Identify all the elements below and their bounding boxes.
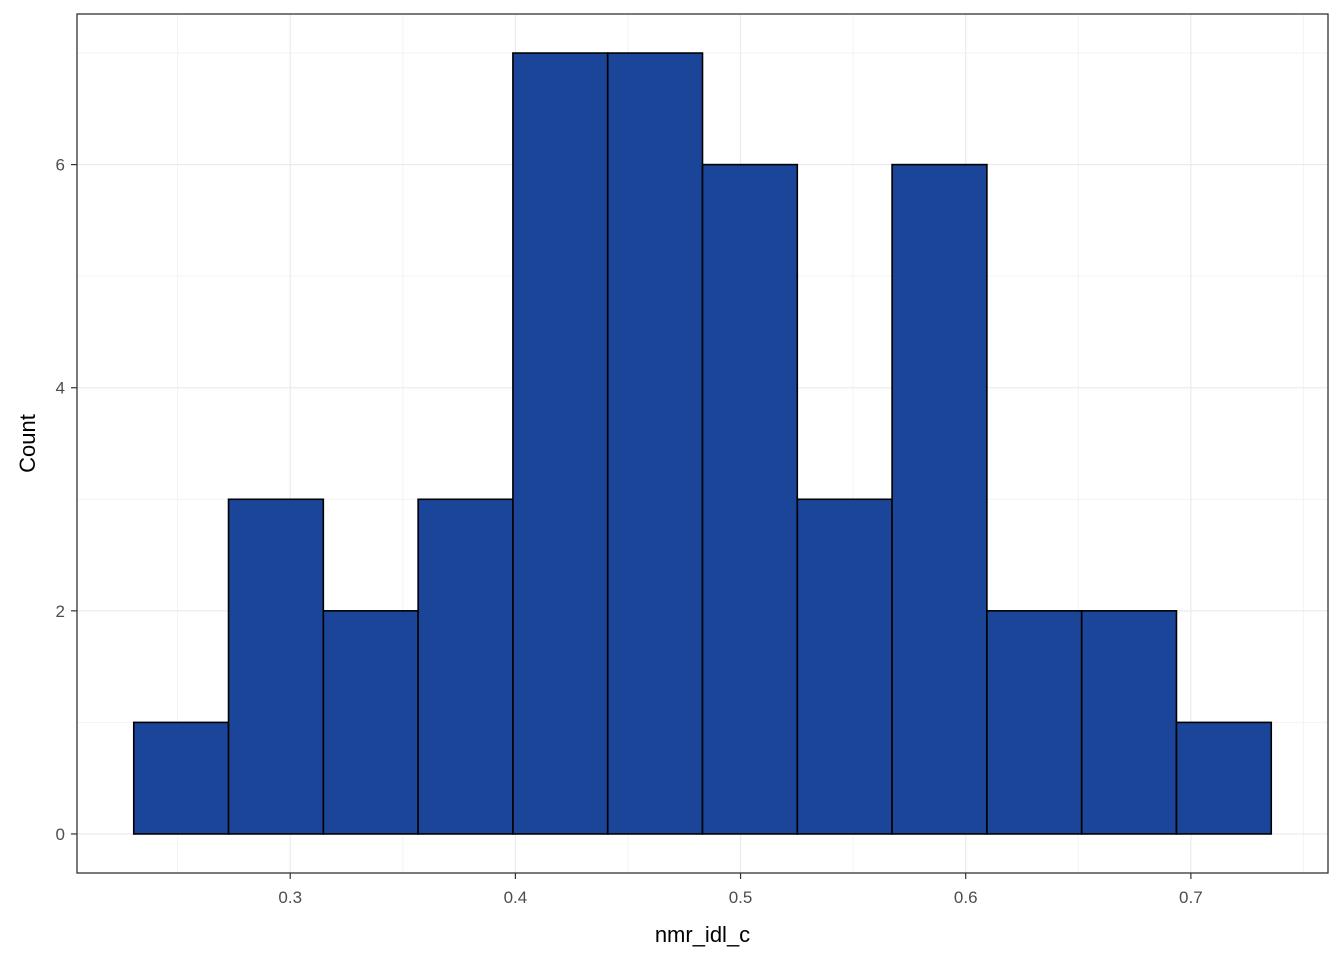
panel-border	[76, 13, 1329, 874]
histogram-bar	[132, 721, 230, 835]
x-tick-label: 0.4	[504, 888, 528, 907]
y-axis-ticks: 0 2 4 6	[56, 156, 77, 844]
histogram-bar	[796, 498, 893, 835]
histogram-bar	[606, 52, 704, 835]
y-tick-label: 4	[56, 379, 65, 398]
histogram-bar	[322, 610, 419, 835]
histogram-bar	[1080, 610, 1178, 835]
x-tick-label: 0.7	[1179, 888, 1203, 907]
histogram-bar	[417, 498, 514, 835]
y-tick-label: 2	[56, 602, 65, 621]
histogram-bar	[701, 163, 799, 835]
x-tick-label: 0.6	[954, 888, 978, 907]
x-axis-ticks: 0.3 0.4 0.5 0.6 0.7	[278, 873, 1203, 907]
histogram-bars	[132, 52, 1273, 835]
y-tick-label: 0	[56, 825, 65, 844]
histogram-bar	[227, 498, 325, 835]
y-axis-title: Count	[15, 414, 40, 473]
histogram-bar	[512, 52, 609, 835]
y-tick-label: 6	[56, 156, 65, 175]
x-tick-label: 0.5	[729, 888, 753, 907]
histogram-bar	[986, 610, 1083, 835]
x-axis-title: nmr_idl_c	[655, 922, 750, 947]
x-tick-label: 0.3	[278, 888, 302, 907]
histogram-bar	[1175, 721, 1273, 835]
histogram-bar	[891, 163, 988, 835]
